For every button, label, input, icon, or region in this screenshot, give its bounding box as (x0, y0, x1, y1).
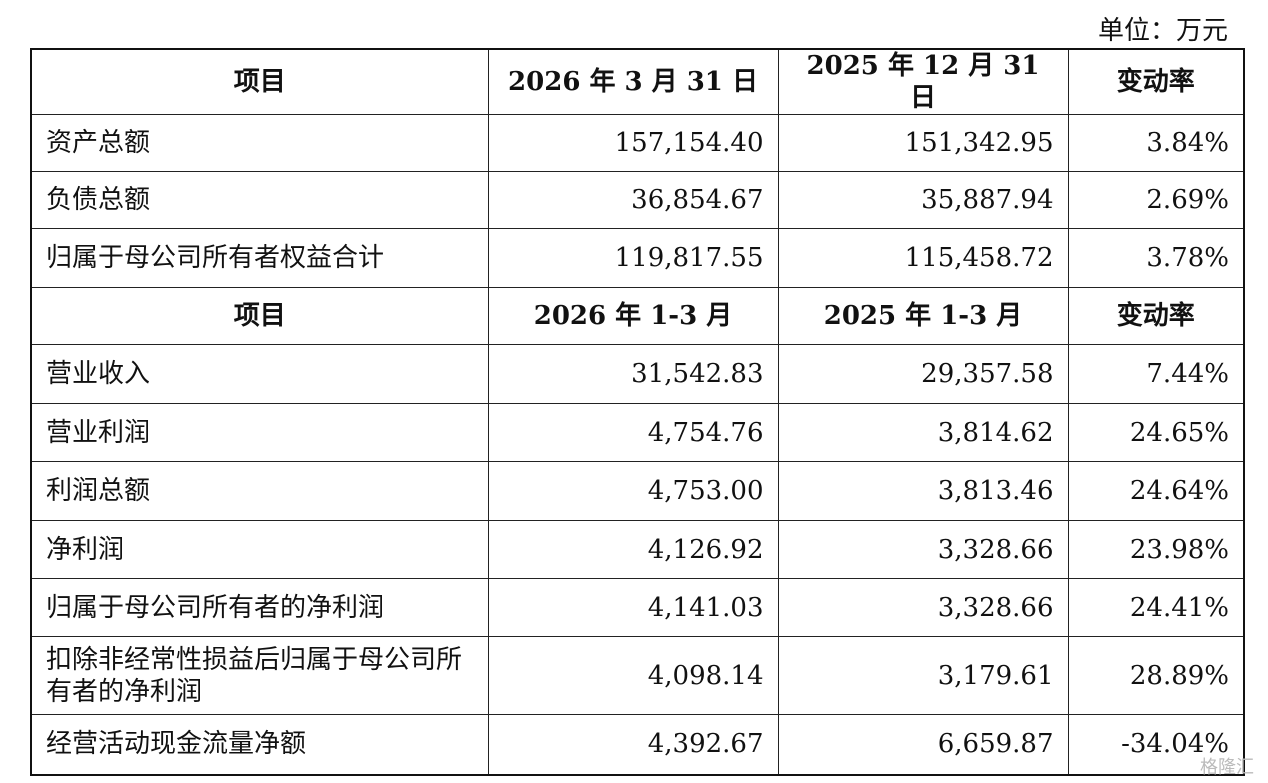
data-row: 利润总额 4,753.00 3,813.46 24.64% (30, 461, 1245, 521)
row-label: 利润总额 (30, 461, 489, 521)
row-label: 归属于母公司所有者权益合计 (30, 228, 489, 288)
data-row: 扣除非经常性损益后归属于母公司所有者的净利润 4,098.14 3,179.61 28… (30, 636, 1245, 715)
value-cell: 4,754.76 (487, 403, 779, 462)
value-cell: 23.98% (1067, 520, 1245, 579)
header-row: 项目 2026 年 3 月 31 日 2025 年 12 月 31 日变动率 (30, 48, 1245, 115)
header-cell: 2025 年 12 月 31 日 (777, 48, 1069, 115)
watermark: 格隆汇 (1200, 757, 1254, 778)
value-cell: 3.78% (1067, 228, 1245, 288)
financial-table: 项目 2026 年 3 月 31 日 2025 年 12 月 31 日变动率 资产总额… (30, 48, 1245, 776)
header-cell: 变动率 (1067, 48, 1245, 115)
value-cell: 31,542.83 (487, 344, 779, 404)
value-cell: -34.04% (1067, 714, 1245, 775)
data-row: 经营活动现金流量净额 4,392.67 6,659.87 -34.04% (30, 714, 1245, 775)
value-cell: 4,098.14 (487, 636, 779, 715)
data-row: 营业利润 4,754.76 3,814.62 24.65% (30, 403, 1245, 462)
data-row: 资产总额 157,154.40 151,342.95 3.84% (30, 114, 1245, 172)
value-cell: 2.69% (1067, 171, 1245, 229)
row-label: 资产总额 (30, 114, 489, 172)
header-cell: 项目 (30, 48, 489, 115)
data-row: 归属于母公司所有者的净利润 4,141.03 3,328.66 24.41% (30, 578, 1245, 637)
value-cell: 3,179.61 (777, 636, 1069, 715)
data-row: 净利润 4,126.92 3,328.66 23.98% (30, 520, 1245, 579)
header-row: 项目 2026 年 1-3 月 2025 年 1-3 月变动率 (30, 287, 1245, 345)
value-cell: 6,659.87 (777, 714, 1069, 775)
header-cell: 2026 年 3 月 31 日 (487, 48, 779, 115)
value-cell: 24.41% (1067, 578, 1245, 637)
value-cell: 4,126.92 (487, 520, 779, 579)
unit-label: 单位：万元 (1097, 16, 1228, 46)
data-row: 负债总额 36,854.67 35,887.94 2.69% (30, 171, 1245, 229)
header-cell: 2025 年 1-3 月 (777, 287, 1069, 345)
row-label: 经营活动现金流量净额 (30, 714, 489, 775)
value-cell: 3,813.46 (777, 461, 1069, 521)
data-row: 归属于母公司所有者权益合计 119,817.55 115,458.72 3.78% (30, 228, 1245, 288)
value-cell: 29,357.58 (777, 344, 1069, 404)
value-cell: 3,328.66 (777, 578, 1069, 637)
row-label: 营业收入 (30, 344, 489, 404)
value-cell: 3,328.66 (777, 520, 1069, 579)
value-cell: 157,154.40 (487, 114, 779, 172)
row-label: 扣除非经常性损益后归属于母公司所有者的净利润 (30, 636, 489, 715)
value-cell: 7.44% (1067, 344, 1245, 404)
value-cell: 28.89% (1067, 636, 1245, 715)
row-label: 营业利润 (30, 403, 489, 462)
value-cell: 3.84% (1067, 114, 1245, 172)
value-cell: 35,887.94 (777, 171, 1069, 229)
value-cell: 36,854.67 (487, 171, 779, 229)
row-label: 净利润 (30, 520, 489, 579)
value-cell: 24.64% (1067, 461, 1245, 521)
header-cell: 项目 (30, 287, 489, 345)
data-row: 营业收入 31,542.83 29,357.58 7.44% (30, 344, 1245, 404)
table-body: 项目 2026 年 3 月 31 日 2025 年 12 月 31 日变动率 资产总额… (30, 48, 1245, 775)
header-cell: 2026 年 1-3 月 (487, 287, 779, 345)
value-cell: 4,141.03 (487, 578, 779, 637)
value-cell: 3,814.62 (777, 403, 1069, 462)
row-label: 归属于母公司所有者的净利润 (30, 578, 489, 637)
value-cell: 151,342.95 (777, 114, 1069, 172)
value-cell: 119,817.55 (487, 228, 779, 288)
header-cell: 变动率 (1067, 287, 1245, 345)
row-label: 负债总额 (30, 171, 489, 229)
value-cell: 115,458.72 (777, 228, 1069, 288)
value-cell: 24.65% (1067, 403, 1245, 462)
value-cell: 4,753.00 (487, 461, 779, 521)
value-cell: 4,392.67 (487, 714, 779, 775)
